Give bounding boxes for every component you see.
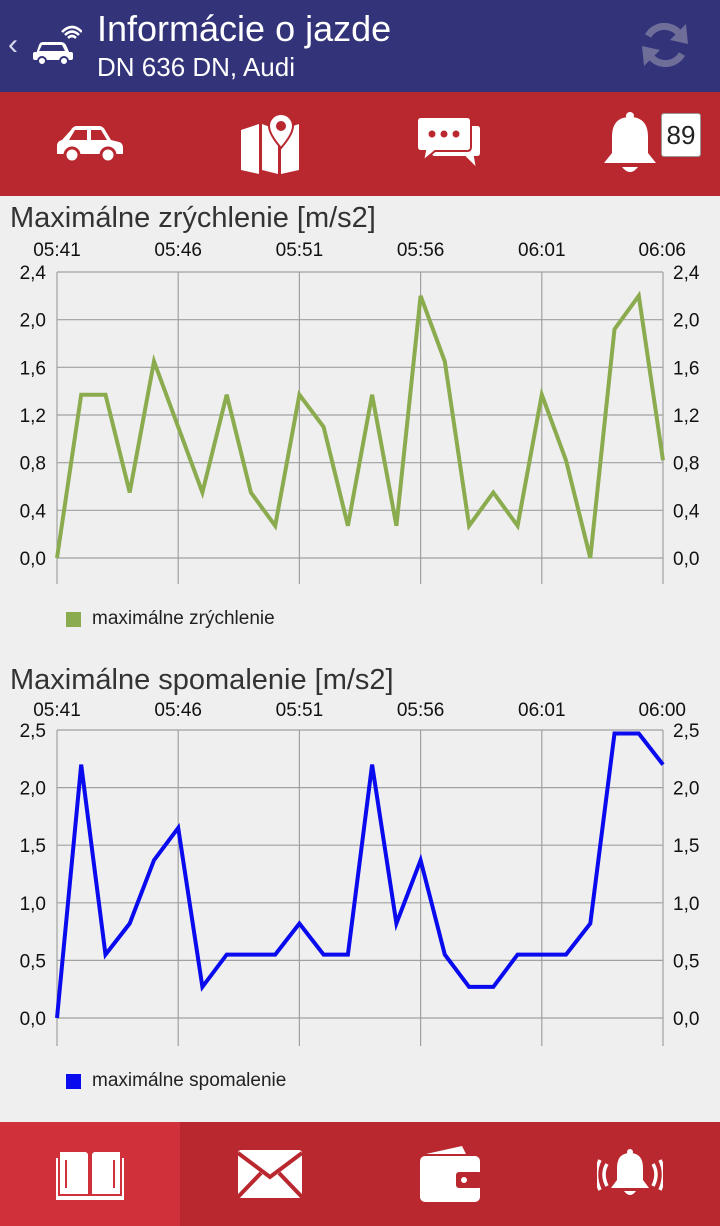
- acceleration-chart: Maximálne zrýchlenie [m/s2] 0,0 0,0 0,4 0,4…: [0, 196, 720, 646]
- bottom-nav-bar: [0, 1122, 720, 1226]
- deceleration-chart-title: Maximálne spomalenie [m/s2]: [10, 664, 394, 696]
- x-tick-label: 05:46: [154, 240, 202, 261]
- y-tick-label-right: 1,5: [673, 836, 699, 857]
- y-tick-label-right: 2,0: [673, 779, 699, 800]
- y-tick-label-left: 1,6: [20, 358, 46, 379]
- alarm-tab[interactable]: [540, 1122, 720, 1226]
- acceleration-chart-plot: 0,0 0,0 0,4 0,4 0,8 0,8 1,2 1,2 1,6 1,6 2,0 2,0 2,4 2…: [20, 240, 700, 584]
- y-tick-label-left: 0,8: [20, 454, 46, 475]
- wallet-icon: [420, 1146, 482, 1202]
- y-tick-label-right: 1,6: [673, 358, 699, 379]
- y-tick-label-left: 2,5: [20, 721, 46, 742]
- connected-car-icon[interactable]: [30, 24, 82, 66]
- x-tick-label: 05:51: [276, 240, 324, 261]
- y-tick-label-left: 0,0: [20, 549, 46, 570]
- y-tick-label-right: 2,4: [673, 263, 700, 284]
- page-title: Informácie o jazde: [97, 8, 392, 49]
- notifications-tab[interactable]: [540, 92, 720, 196]
- y-tick-label-right: 0,0: [673, 1009, 699, 1030]
- y-tick-label-right: 1,2: [673, 406, 699, 427]
- book-icon: [56, 1152, 124, 1200]
- map-tab[interactable]: [180, 92, 360, 196]
- y-tick-label-right: 0,0: [673, 549, 699, 570]
- messages-tab[interactable]: [360, 92, 540, 196]
- legend-label-acceleration: maximálne zrýchlenie: [92, 608, 275, 629]
- y-tick-label-right: 1,0: [673, 894, 699, 915]
- y-tick-label-left: 0,5: [20, 951, 46, 972]
- deceleration-chart-plot: 0,0 0,00,5 0,51,0 1,01,5 1,52,0 2,02,5 2,505:4…: [20, 700, 699, 1046]
- y-tick-label-right: 0,4: [673, 501, 700, 522]
- acceleration-chart-title: Maximálne zrýchlenie [m/s2]: [10, 202, 376, 234]
- x-tick-label: 06:06: [638, 240, 686, 261]
- acceleration-legend: maximálne zrýchlenie: [66, 608, 275, 630]
- app-header: ‹ Informácie o jazde DN 636 DN, Audi: [0, 0, 720, 92]
- logbook-tab[interactable]: [0, 1122, 180, 1226]
- alarm-icon: [597, 1149, 663, 1195]
- y-tick-label-left: 2,0: [20, 779, 46, 800]
- y-tick-label-left: 1,0: [20, 894, 46, 915]
- mail-tab[interactable]: [180, 1122, 360, 1226]
- x-tick-label: 06:01: [518, 700, 566, 721]
- y-tick-label-right: 0,8: [673, 454, 699, 475]
- y-tick-label-right: 2,5: [673, 721, 699, 742]
- car-icon: [57, 126, 123, 164]
- car-tab[interactable]: [0, 92, 180, 196]
- y-tick-label-right: 0,5: [673, 951, 699, 972]
- y-tick-label-left: 2,4: [20, 263, 47, 284]
- series-line-deceleration: [55, 731, 665, 1019]
- x-tick-label: 05:56: [397, 240, 445, 261]
- deceleration-legend: maximálne spomalenie: [66, 1070, 286, 1092]
- vehicle-subtitle: DN 636 DN, Audi: [97, 52, 295, 82]
- y-tick-label-left: 1,5: [20, 836, 46, 857]
- legend-label-deceleration: maximálne spomalenie: [92, 1070, 287, 1091]
- deceleration-chart: Maximálne spomalenie [m/s2] 0,0 0,0 0,5 0,5…: [0, 658, 720, 1098]
- notification-count-badge: 89: [661, 113, 701, 157]
- x-tick-label: 06:00: [638, 700, 686, 721]
- x-tick-label: 06:01: [518, 240, 566, 261]
- x-tick-label: 05:46: [154, 700, 202, 721]
- mail-icon: [237, 1150, 303, 1199]
- y-tick-label-left: 1,2: [20, 406, 46, 427]
- messages-icon: [417, 116, 482, 172]
- bell-icon: [604, 112, 656, 172]
- back-chevron-icon[interactable]: ‹: [8, 28, 18, 61]
- y-tick-label-left: 0,0: [20, 1009, 46, 1030]
- legend-swatch-deceleration: [66, 1073, 81, 1089]
- wallet-tab[interactable]: [360, 1122, 540, 1226]
- x-tick-label: 05:51: [276, 700, 324, 721]
- feature-icon-bar: [0, 92, 720, 196]
- legend-swatch-acceleration: [66, 611, 81, 627]
- map-icon: [241, 112, 299, 174]
- y-tick-label-right: 2,0: [673, 311, 699, 332]
- y-tick-label-left: 2,0: [20, 311, 46, 332]
- y-tick-label-left: 0,4: [20, 501, 47, 522]
- series-line-acceleration: [55, 290, 665, 559]
- x-tick-label: 05:56: [397, 700, 445, 721]
- x-tick-label: 05:41: [33, 700, 81, 721]
- refresh-icon[interactable]: [636, 16, 694, 74]
- x-tick-label: 05:41: [33, 240, 81, 261]
